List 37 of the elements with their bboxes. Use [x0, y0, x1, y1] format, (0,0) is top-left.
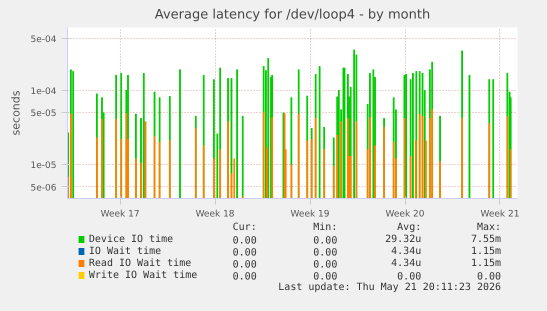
text: 0.00 — [313, 272, 338, 282]
text: Max: — [476, 222, 502, 233]
legend-label: IO Wait time — [88, 246, 162, 257]
text: Avg: — [397, 222, 422, 233]
y-axis-title: seconds — [10, 90, 23, 136]
x-tick-label: Week 21 — [480, 210, 520, 220]
text: 0.00 — [397, 272, 422, 282]
text: 0.00 — [232, 260, 257, 270]
text: 0.00 — [313, 260, 338, 270]
text: 29.32u — [385, 234, 422, 245]
y-tick-label: 5e-04 — [30, 34, 57, 45]
text: Min: — [313, 222, 338, 233]
legend-label: Device IO time — [88, 234, 174, 245]
text: 7.55m — [470, 234, 502, 245]
text: 4.34u — [391, 246, 422, 257]
legend-label: Read IO Wait time — [88, 258, 192, 269]
chart-title: Average latency for /dev/loop4 - by month — [154, 8, 430, 22]
y-tick-label: 5e-05 — [30, 109, 57, 120]
text: 0.00 — [476, 272, 502, 282]
x-tick-label: Week 19 — [290, 210, 330, 220]
text: 0.00 — [232, 272, 257, 282]
y-tick-label: 1e-05 — [30, 161, 57, 172]
text: 0.00 — [232, 248, 257, 258]
text: Last update: Thu May 21 20:11:23 2026 — [278, 282, 502, 293]
text: 1.15m — [470, 258, 502, 269]
text: 1.15m — [470, 246, 502, 257]
x-tick-label: Week 18 — [196, 210, 235, 220]
y-tick-label: 1e-04 — [30, 86, 57, 97]
text: 4.34u — [391, 258, 422, 269]
text: 0.00 — [232, 236, 257, 246]
legend-label: Write IO Wait time — [88, 270, 198, 281]
x-tick-label: Week 17 — [100, 210, 140, 220]
text: Cur: — [232, 222, 257, 233]
text: 0.00 — [313, 248, 338, 258]
y-tick-label: 5e-06 — [30, 183, 57, 194]
text: 0.00 — [313, 236, 338, 246]
x-tick-label: Week 20 — [386, 210, 425, 220]
